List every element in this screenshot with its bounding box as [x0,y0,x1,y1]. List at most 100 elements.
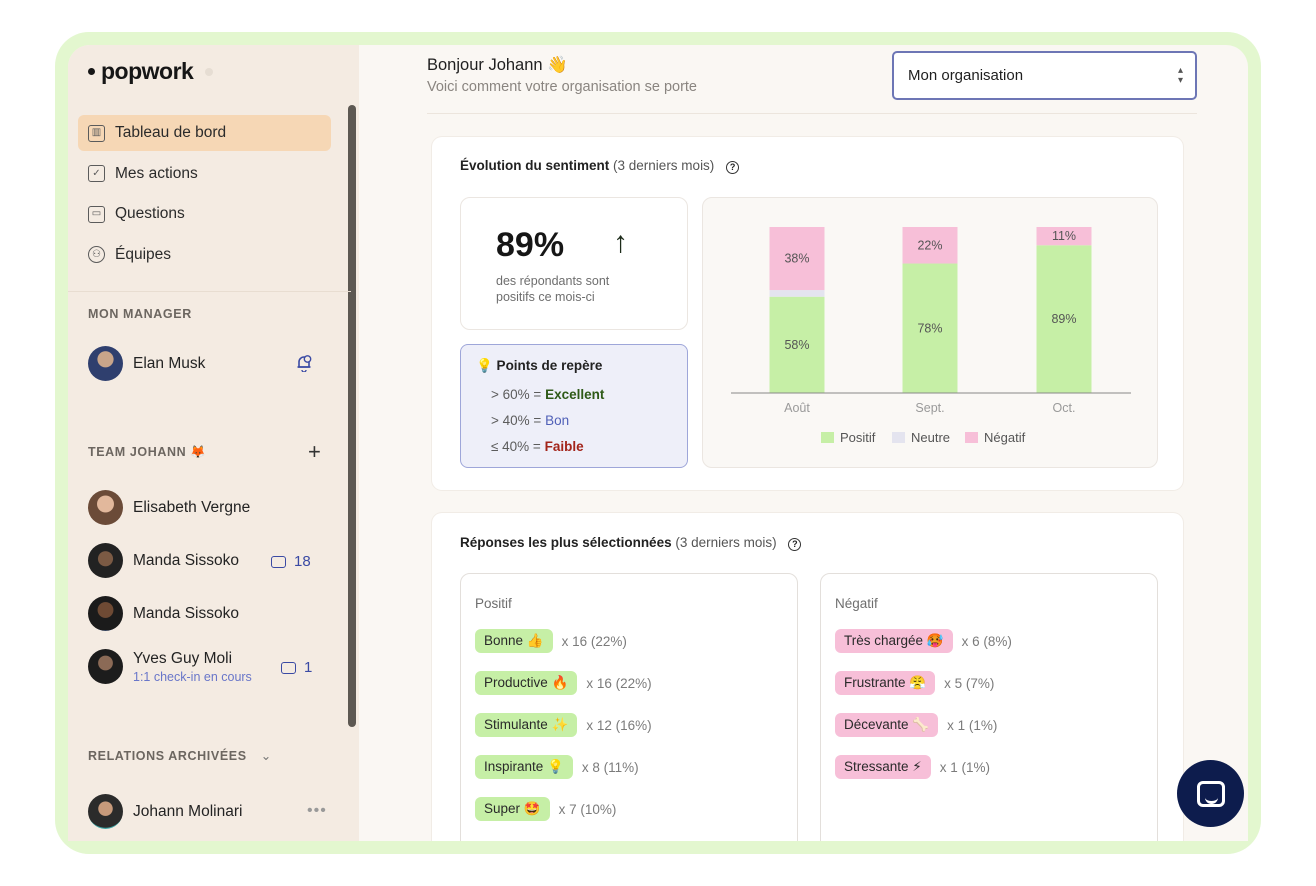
response-pill: Productive 🔥 [475,671,578,695]
sentiment-card: Évolution du sentiment (3 derniers mois)… [432,137,1183,490]
avatar [88,543,123,578]
team-member-item[interactable]: Manda Sissoko [88,596,239,631]
bell-clock-icon[interactable] [295,354,313,375]
positive-kpi: 89% ↑ des répondants sont positifs ce mo… [460,197,688,330]
popwork-logo[interactable]: popwork [88,58,214,85]
greeting-title: Bonjour Johann 👋 [427,56,568,74]
chart-legend-label: Positif [840,430,876,445]
responses-title-text: Réponses les plus sélectionnées [460,535,672,550]
response-count: x 7 (10%) [558,801,617,817]
sentiment-title: Évolution du sentiment (3 derniers mois)… [460,158,740,174]
comment-count[interactable]: 1 [281,659,312,676]
chart-x-tick-label: Sept. [915,401,944,415]
benchmarks-title: 💡 Points de repère [476,358,603,373]
team-section-label: TEAM JOHANN 🦊 [88,445,207,459]
archived-member-item[interactable]: Johann Molinari [88,794,242,829]
response-count: x 16 (22%) [561,633,627,649]
response-count: x 6 (8%) [961,633,1012,649]
chat-bubble-icon [281,661,296,674]
comment-count-value: 1 [304,659,313,676]
kpi-value: 89% [496,226,565,264]
sidebar-item-label: Équipes [115,245,172,263]
response-count: x 16 (22%) [586,675,652,691]
greeting-subtitle: Voici comment votre organisation se port… [427,79,697,95]
sentiment-title-suffix: (3 derniers mois) [613,158,715,173]
response-row: Bonne 👍 x 16 (22%) [475,629,627,653]
benchmark-label: Excellent [545,387,605,402]
manager-item[interactable]: Elan Musk [88,346,205,381]
chart-legend-swatch [892,432,905,443]
sidebar-item-actions[interactable]: ✓ Mes actions [78,156,331,192]
comment-count[interactable]: 18 [271,553,311,570]
benchmarks-box: 💡 Points de repère > 60% = Excellent > 4… [460,344,688,468]
team-member-item[interactable]: Yves Guy Moli 1:1 check-in en cours [88,649,252,684]
team-member-item[interactable]: Manda Sissoko [88,543,239,578]
more-icon[interactable]: ••• [307,802,327,819]
select-chevron-icon: ▴ ▾ [1177,65,1183,86]
chart-data-label: 78% [917,321,942,335]
logo-dot-icon [205,67,214,76]
logo-text: popwork [101,58,194,84]
responses-title: Réponses les plus sélectionnées (3 derni… [460,535,802,551]
response-row: Super 🤩 x 7 (10%) [475,797,616,821]
negative-responses-label: Négatif [835,596,878,611]
help-icon[interactable]: ? [788,538,802,551]
sidebar-item-dashboard[interactable]: ▥ Tableau de bord [78,115,331,151]
sidebar-item-questions[interactable]: ▭ Questions [78,196,331,232]
benchmark-prefix: ≤ 40% = [491,439,541,454]
response-row: Décevante 🦴 x 1 (1%) [835,713,997,737]
comment-count-value: 18 [294,553,311,570]
benchmark-row: > 60% = Excellent [491,387,604,402]
chat-widget-button[interactable] [1177,760,1244,827]
positive-responses: Positif Bonne 👍 x 16 (22%) Productive 🔥 … [460,573,798,841]
plus-icon[interactable]: + [308,439,321,464]
sidebar-item-teams[interactable]: ⚇ Équipes [78,237,331,273]
avatar [88,490,123,525]
sidebar-divider [68,291,351,292]
response-pill: Stimulante ✨ [475,713,578,737]
team-member-name: Elisabeth Vergne [133,498,251,516]
sentiment-title-text: Évolution du sentiment [460,158,610,173]
team-member-name: Manda Sissoko [133,551,239,569]
main-content: Bonjour Johann 👋 Voici comment votre org… [359,45,1248,841]
response-count: x 12 (16%) [586,717,652,733]
response-row: Productive 🔥 x 16 (22%) [475,671,652,695]
response-pill: Super 🤩 [475,797,550,821]
chart-bar-segment [769,296,825,393]
avatar [88,794,123,829]
help-icon[interactable]: ? [726,161,740,174]
team-member-status: 1:1 check-in en cours [133,669,252,684]
team-member-item[interactable]: Elisabeth Vergne [88,490,250,525]
archived-label-text: RELATIONS ARCHIVÉES [88,749,247,763]
organisation-select[interactable]: Mon organisation ▴ ▾ [892,51,1197,100]
response-count: x 1 (1%) [939,759,991,775]
chat-bubble-icon [271,555,286,568]
manager-section-label: MON MANAGER [88,307,192,321]
chart-bar-segment [902,263,958,393]
response-pill: Stressante ⚡ [835,755,931,779]
team-member-name: Yves Guy Moli [133,649,233,667]
sentiment-chart-svg: 58% 38% Août 78% 22% Sept. 89% 11% Oct. Positif Ne… [731,227,1131,445]
benchmark-prefix: > 40% = [491,413,542,428]
chart-legend-swatch [965,432,978,443]
responses-title-suffix: (3 derniers mois) [675,535,777,550]
benchmark-label: Bon [545,413,570,428]
sidebar-nav: ▥ Tableau de bord ✓ Mes actions ▭ Questi… [78,115,331,277]
chart-legend-label: Négatif [984,430,1026,445]
chart-bar-segment [769,227,825,291]
organisation-select-value: Mon organisation [908,67,1024,84]
calendar-icon: ▭ [88,205,105,223]
chart-bar-segment [902,227,958,264]
chevron-down-icon: ⌄ [260,749,272,763]
response-row: Stimulante ✨ x 12 (16%) [475,713,652,737]
archived-section-label[interactable]: RELATIONS ARCHIVÉES ⌄ [88,748,272,763]
chart-data-label: 89% [1051,312,1076,326]
chart-data-label: 38% [784,252,809,266]
benchmark-label: Faible [544,439,584,454]
response-pill: Inspirante 💡 [475,755,573,779]
response-row: Inspirante 💡 x 8 (11%) [475,755,639,779]
sidebar-scrollbar[interactable] [348,105,356,727]
response-count: x 5 (7%) [944,675,995,691]
positive-responses-label: Positif [475,596,512,611]
sidebar-item-label: Tableau de bord [115,124,227,141]
